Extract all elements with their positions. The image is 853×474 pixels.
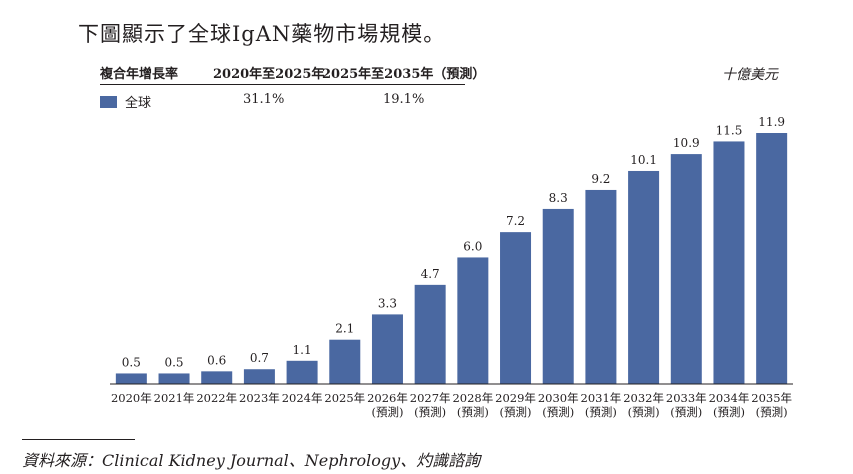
bar [201, 371, 233, 384]
x-tick-label: (預測) [414, 405, 446, 419]
legend-label: 全球 [125, 96, 152, 111]
page-heading: 下圖顯示了全球IgAN藥物市場規模。 [78, 22, 446, 46]
legend-item-global: 全球 [100, 92, 151, 111]
x-tick-label: 2029年 [495, 391, 536, 405]
bar-value-label: 0.5 [122, 355, 141, 369]
unit-label: 十億美元 [722, 67, 778, 83]
cagr-header-period-2: 2025年至2035年（預測） [322, 67, 486, 82]
bar [585, 189, 617, 384]
bar [500, 232, 532, 384]
x-tick-label: 2027年 [410, 391, 451, 405]
bar-value-label: 9.2 [591, 172, 610, 186]
x-tick-label: 2024年 [282, 391, 323, 405]
bar [286, 360, 318, 384]
x-tick-label: (預測) [500, 405, 532, 419]
x-tick-label: 2021年 [154, 391, 195, 405]
bar [329, 339, 361, 384]
x-tick-label: 2025年 [324, 391, 365, 405]
bar [457, 257, 489, 384]
bar-value-label: 0.6 [207, 353, 226, 367]
bar [414, 284, 446, 384]
bar [243, 369, 275, 384]
bar-value-label: 11.5 [716, 123, 743, 137]
bar [756, 133, 788, 384]
bar-value-label: 10.9 [673, 136, 700, 150]
bar [115, 373, 147, 384]
source-note: 資料來源：Clinical Kidney Journal、Nephrology、… [22, 451, 481, 470]
bar-value-label: 2.1 [335, 322, 354, 336]
bar [371, 314, 403, 384]
bar [670, 154, 702, 384]
bar-value-label: 1.1 [293, 343, 312, 357]
bar-value-label: 4.7 [421, 267, 440, 281]
bar [713, 141, 745, 384]
source-rule [22, 439, 135, 440]
x-tick-label: 2035年 [751, 391, 792, 405]
bar-value-label: 10.1 [630, 153, 657, 167]
bar-value-label: 7.2 [506, 214, 525, 228]
x-tick-label: (預測) [756, 405, 788, 419]
x-tick-label: 2032年 [623, 391, 664, 405]
bar-value-label: 0.5 [164, 355, 183, 369]
x-tick-label: 2023年 [239, 391, 280, 405]
bar [628, 170, 660, 384]
bar-value-label: 8.3 [549, 191, 568, 205]
cagr-header-period-1: 2020年至2025年 [213, 67, 325, 82]
bar-value-label: 0.7 [250, 351, 269, 365]
x-tick-label: (預測) [628, 405, 660, 419]
x-tick-label: 2022年 [196, 391, 237, 405]
cagr-value-period-2: 19.1% [383, 92, 425, 107]
x-tick-label: (預測) [670, 405, 702, 419]
legend-swatch [100, 95, 117, 108]
x-tick-label: (預測) [457, 405, 489, 419]
cagr-header-label: 複合年增長率 [100, 67, 179, 82]
cagr-table-rule [100, 84, 465, 85]
x-tick-label: 2026年 [367, 391, 408, 405]
cagr-value-period-1: 31.1% [243, 92, 285, 107]
x-tick-label: 2033年 [666, 391, 707, 405]
x-tick-label: 2034年 [709, 391, 750, 405]
x-tick-label: (預測) [713, 405, 745, 419]
x-tick-label: (預測) [542, 405, 574, 419]
bar-value-label: 3.3 [378, 296, 397, 310]
x-tick-label: (預測) [371, 405, 403, 419]
bar [542, 208, 574, 384]
bar [158, 373, 190, 384]
x-tick-label: 2031年 [581, 391, 622, 405]
x-tick-label: 2028年 [452, 391, 493, 405]
bar-value-label: 11.9 [758, 115, 785, 129]
x-tick-label: (預測) [585, 405, 617, 419]
x-tick-label: 2030年 [538, 391, 579, 405]
bar-value-label: 6.0 [463, 239, 482, 253]
x-tick-label: 2020年 [111, 391, 152, 405]
